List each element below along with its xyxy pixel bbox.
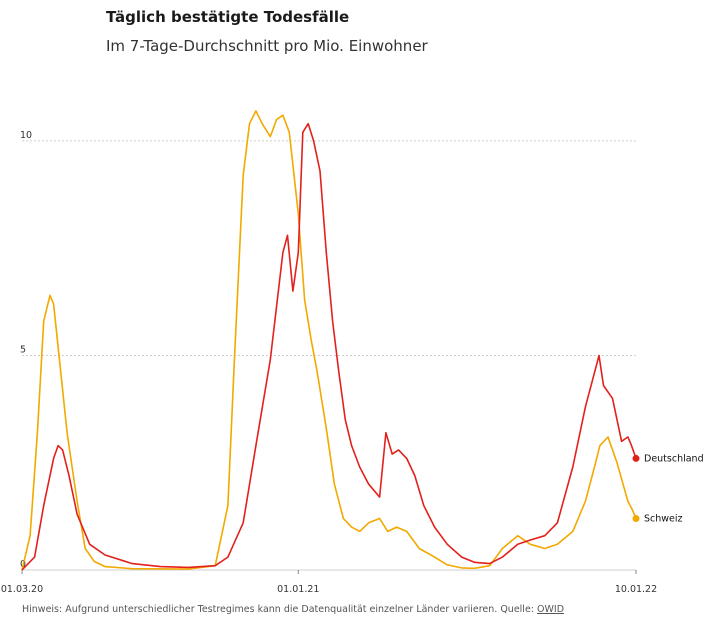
- y-tick-label-1: 5: [20, 344, 26, 355]
- grid-lines: [22, 140, 636, 571]
- footnote: Hinweis: Aufgrund unterschiedlicher Test…: [22, 604, 564, 615]
- x-tick-label-0: 01.03.20: [1, 584, 43, 595]
- y-tick-label-2: 10: [20, 130, 32, 141]
- x-axis-ticks: 01.03.20 01.01.21 10.01.22: [1, 570, 657, 595]
- series-line-schweiz: [21, 110, 637, 571]
- series-end-labels: Schweiz Deutschland: [632, 453, 704, 525]
- chart-subtitle: Im 7-Tage-Durchschnitt pro Mio. Einwohne…: [106, 37, 428, 55]
- footnote-text: Hinweis: Aufgrund unterschiedlicher Test…: [22, 604, 538, 615]
- series-end-dot-deutschland: [632, 454, 640, 462]
- source-link[interactable]: OWID: [537, 604, 565, 615]
- x-tick-label-2: 10.01.22: [615, 584, 657, 595]
- chart-title: Täglich bestätigte Todesfälle: [106, 8, 350, 26]
- series-label-deutschland: Deutschland: [644, 453, 704, 464]
- series-end-dot-schweiz: [632, 515, 640, 523]
- x-tick-label-1: 01.01.21: [277, 584, 319, 595]
- series-line-deutschland: [21, 122, 637, 571]
- series-label-schweiz: Schweiz: [644, 514, 683, 525]
- series-lines: [21, 110, 637, 571]
